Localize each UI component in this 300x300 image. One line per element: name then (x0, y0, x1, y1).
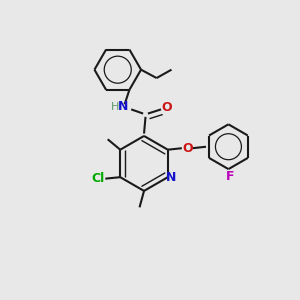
Text: O: O (162, 101, 172, 114)
Text: N: N (166, 171, 177, 184)
Text: Cl: Cl (92, 172, 105, 185)
Text: N: N (118, 100, 128, 113)
Text: F: F (226, 170, 234, 183)
Text: H: H (111, 102, 119, 112)
Text: O: O (182, 142, 193, 155)
